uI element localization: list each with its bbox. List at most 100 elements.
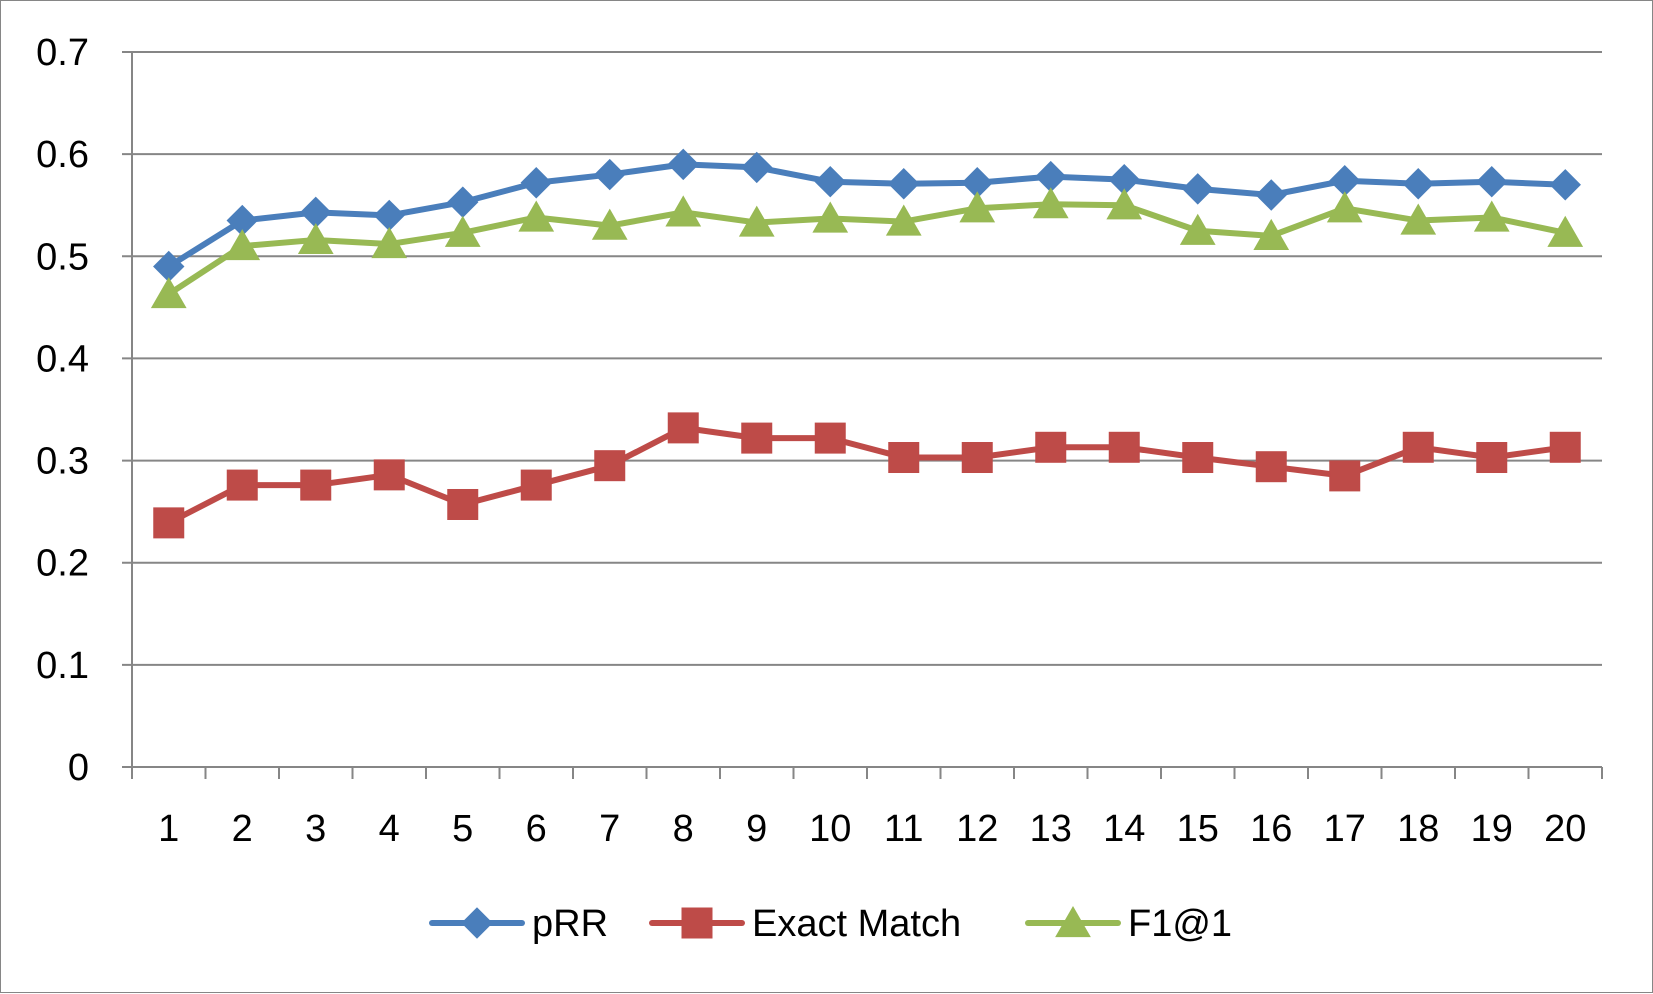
legend-marker-exact-match xyxy=(681,907,713,939)
data-point-exact-match xyxy=(300,469,332,501)
x-tick-label: 5 xyxy=(452,808,473,850)
data-point-f1-1 xyxy=(224,229,261,261)
x-tick-label: 3 xyxy=(305,808,326,850)
series-exact-match xyxy=(153,412,1581,539)
x-tick-label: 12 xyxy=(956,808,998,850)
data-point-prr xyxy=(520,167,552,199)
x-tick-label: 11 xyxy=(884,808,923,850)
data-point-prr xyxy=(1402,168,1434,200)
data-point-exact-match xyxy=(1035,431,1067,463)
data-point-prr xyxy=(1476,166,1508,198)
data-point-f1-1 xyxy=(1400,203,1437,235)
x-tick-label: 19 xyxy=(1471,808,1513,850)
x-tick-label: 17 xyxy=(1324,808,1366,850)
data-point-exact-match xyxy=(1255,451,1287,483)
y-tick-label: 0.5 xyxy=(36,236,89,278)
data-point-f1-1 xyxy=(665,195,702,227)
data-point-prr xyxy=(373,199,405,232)
x-tick-label: 4 xyxy=(379,808,400,850)
data-point-prr xyxy=(814,166,846,198)
x-axis-tick-marks xyxy=(131,767,1603,779)
data-point-exact-match xyxy=(1108,431,1140,463)
data-point-f1-1 xyxy=(1032,187,1069,219)
legend-marker-prr xyxy=(461,907,493,939)
y-tick-label: 0.4 xyxy=(36,338,89,380)
data-point-f1-1 xyxy=(591,208,628,240)
data-point-exact-match xyxy=(961,442,993,474)
legend-label-exact-match: Exact Match xyxy=(752,903,961,945)
data-point-exact-match xyxy=(741,422,773,454)
y-axis-tick-labels: 0 0.1 0.2 0.3 0.4 0.5 0.6 0.7 xyxy=(36,32,89,789)
data-point-exact-match xyxy=(520,469,552,501)
data-point-f1-1 xyxy=(959,191,996,223)
legend-item-f1-1: F1@1 xyxy=(1025,903,1232,945)
x-tick-label: 13 xyxy=(1030,808,1072,850)
data-point-exact-match xyxy=(153,507,185,539)
x-tick-label: 8 xyxy=(673,808,694,850)
x-tick-label: 14 xyxy=(1103,808,1145,850)
data-point-prr xyxy=(1035,160,1067,193)
series-prr xyxy=(153,148,1581,283)
legend-label-f1-1: F1@1 xyxy=(1128,903,1232,945)
legend-item-exact-match: Exact Match xyxy=(649,903,961,945)
data-point-prr xyxy=(741,151,773,184)
data-point-exact-match xyxy=(594,450,626,482)
series-f1-1 xyxy=(150,187,1584,309)
data-point-f1-1 xyxy=(371,227,408,259)
data-point-prr xyxy=(1182,173,1214,205)
data-point-prr xyxy=(667,148,699,181)
data-point-exact-match xyxy=(814,422,846,454)
data-point-f1-1 xyxy=(518,200,555,232)
x-tick-label: 20 xyxy=(1544,808,1586,850)
data-point-exact-match xyxy=(1329,460,1361,492)
data-point-exact-match xyxy=(667,412,699,444)
x-axis-tick-labels: 1 2 3 4 5 6 7 8 9 10 11 12 13 14 15 16 17 18 19 20 xyxy=(158,808,1586,850)
data-point-prr xyxy=(447,186,479,218)
x-tick-label: 16 xyxy=(1250,808,1292,850)
y-tick-label: 0.3 xyxy=(36,441,89,483)
y-tick-label: 0.6 xyxy=(36,134,89,176)
data-point-f1-1 xyxy=(738,205,775,237)
x-tick-label: 7 xyxy=(599,808,620,850)
data-point-f1-1 xyxy=(1106,188,1143,220)
x-tick-label: 9 xyxy=(746,808,767,850)
legend-label-prr: pRR xyxy=(532,903,608,945)
x-tick-label: 2 xyxy=(232,808,253,850)
x-tick-label: 18 xyxy=(1397,808,1439,850)
x-tick-label: 15 xyxy=(1177,808,1219,850)
y-tick-label: 0.2 xyxy=(36,543,89,585)
data-point-prr xyxy=(1255,179,1287,211)
data-point-f1-1 xyxy=(812,201,849,233)
data-point-exact-match xyxy=(888,442,920,474)
data-point-prr xyxy=(1549,169,1581,201)
y-tick-label: 0 xyxy=(68,747,89,789)
data-point-exact-match xyxy=(1549,431,1581,463)
data-point-f1-1 xyxy=(1473,200,1510,232)
data-point-f1-1 xyxy=(444,215,481,247)
x-tick-label: 10 xyxy=(809,808,851,850)
data-point-f1-1 xyxy=(1547,215,1584,247)
data-point-prr xyxy=(888,168,920,200)
data-point-f1-1 xyxy=(150,277,187,309)
data-point-f1-1 xyxy=(297,222,334,255)
x-tick-label: 1 xyxy=(158,808,179,850)
data-point-exact-match xyxy=(1402,431,1434,463)
y-tick-label: 0.1 xyxy=(36,645,89,687)
data-point-exact-match xyxy=(373,459,405,491)
legend-marker-f1-1 xyxy=(1055,905,1091,938)
data-point-exact-match xyxy=(226,469,258,501)
legend-item-prr: pRR xyxy=(429,903,608,945)
data-point-exact-match xyxy=(447,488,479,520)
x-tick-label: 6 xyxy=(526,808,547,850)
data-point-prr xyxy=(300,196,332,229)
data-point-exact-match xyxy=(1476,442,1508,474)
y-tick-label: 0.7 xyxy=(36,32,89,74)
data-point-prr xyxy=(1329,164,1361,197)
y-gridlines xyxy=(122,51,1602,768)
data-point-prr xyxy=(594,158,626,191)
data-point-f1-1 xyxy=(885,204,922,236)
data-point-f1-1 xyxy=(1253,218,1290,250)
data-point-f1-1 xyxy=(1326,191,1363,223)
